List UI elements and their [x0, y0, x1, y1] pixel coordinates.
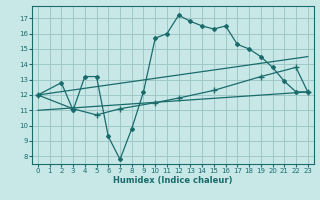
X-axis label: Humidex (Indice chaleur): Humidex (Indice chaleur)	[113, 176, 233, 185]
